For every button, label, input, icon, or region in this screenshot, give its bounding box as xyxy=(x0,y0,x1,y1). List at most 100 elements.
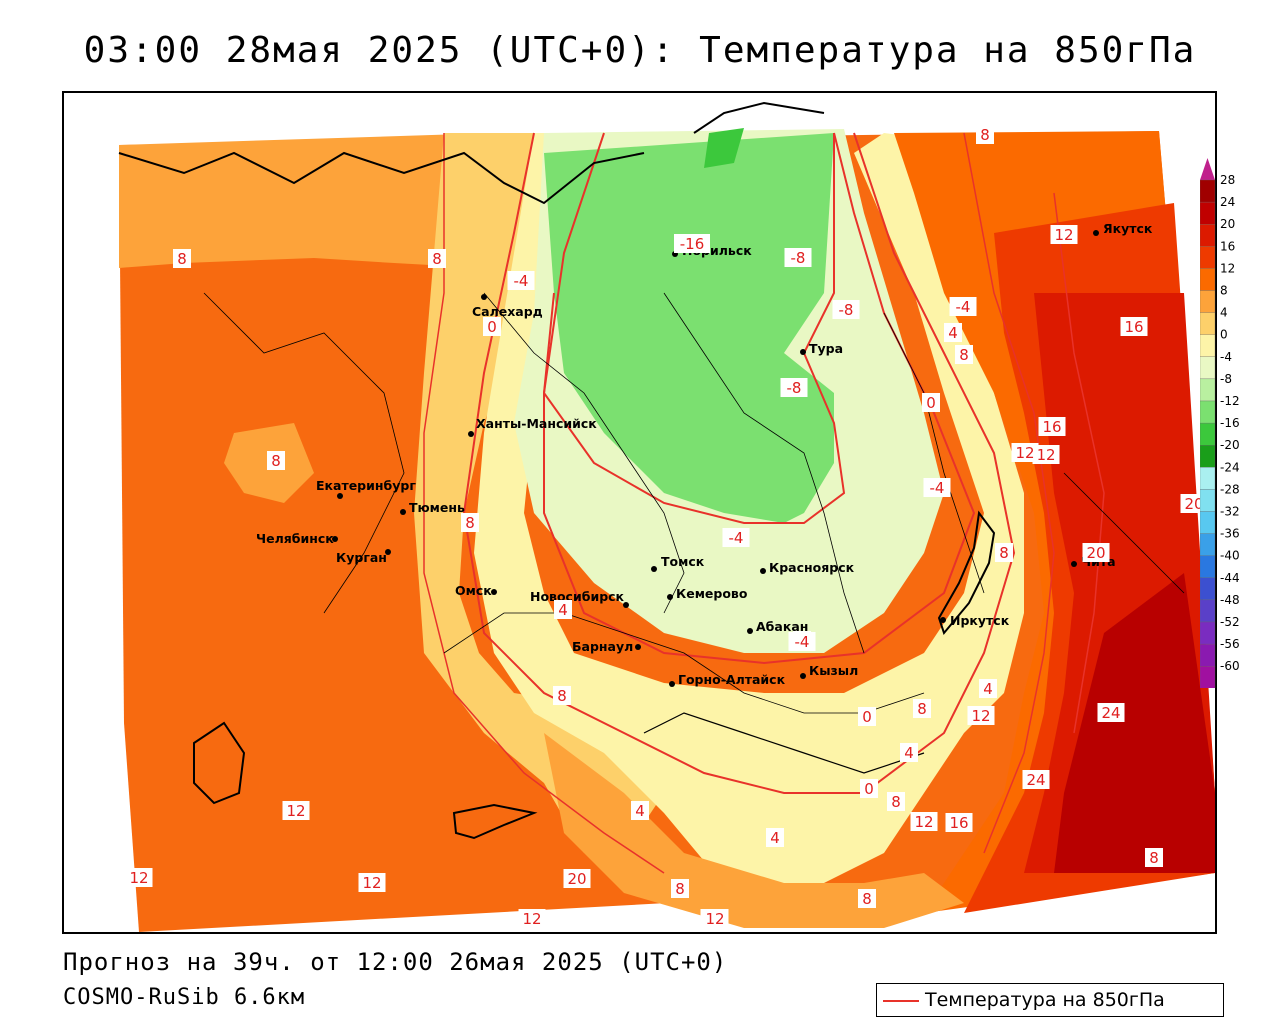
isotherm-label: 0 xyxy=(864,780,874,798)
isotherm-label-bg xyxy=(674,234,710,253)
colorbar-swatch xyxy=(1200,201,1216,225)
isotherm-label-bg xyxy=(507,271,535,290)
isotherm-label: 8 xyxy=(465,514,475,532)
isotherm-label: 12 xyxy=(1054,226,1073,244)
city-dot-tyumen xyxy=(400,509,406,515)
colorbar-tick-label: -24 xyxy=(1220,460,1240,474)
isotherm-label: 12 xyxy=(705,910,724,928)
legend-label: Температура на 850гПа xyxy=(925,989,1165,1011)
colorbar-swatch xyxy=(1200,577,1216,601)
isotherm-label: 8 xyxy=(1149,849,1159,867)
colorbar-swatch xyxy=(1200,290,1216,313)
isotherm-label-bg xyxy=(945,813,973,832)
coastline xyxy=(118,151,645,205)
colorbar-swatch xyxy=(1200,511,1216,534)
isotherm-label-bg xyxy=(766,828,784,847)
temperature-map[interactable]: Салехард Норильск Тура Якутск Ханты-Манс… xyxy=(62,91,1217,934)
isotherm-label: 4 xyxy=(904,744,914,762)
city-label-barnaul: Барнаул xyxy=(572,639,633,654)
colorbar-swatch xyxy=(1200,224,1216,247)
city-label-khanty: Ханты-Мансийск xyxy=(476,416,597,431)
isotherm-label: 0 xyxy=(926,394,936,412)
isotherm-label: 4 xyxy=(983,680,993,698)
city-dot-kurgan xyxy=(385,549,391,555)
colorbar-swatch xyxy=(1200,400,1216,424)
region-border xyxy=(483,292,685,614)
isotherm-label-bg xyxy=(1050,225,1078,244)
isotherm-label: 8 xyxy=(917,700,927,718)
isotherm-label: 12 xyxy=(362,874,381,892)
city-dot-gorno-altaysk xyxy=(669,681,675,687)
colorbar-swatch xyxy=(1200,422,1216,446)
city-dot-barnaul xyxy=(635,644,641,650)
colorbar-swatch xyxy=(1200,356,1216,380)
isotherm-label: 24 xyxy=(1101,704,1120,722)
isotherm-label: 12 xyxy=(286,802,305,820)
map-title: 03:00 28мая 2025 (UTC+0): Температура на… xyxy=(83,30,1197,71)
caspian-sea xyxy=(193,721,246,805)
colorbar-tick-label: 24 xyxy=(1220,195,1235,209)
isotherm-label: -4 xyxy=(930,479,945,497)
region-border xyxy=(643,712,925,774)
city-dot-kemerovo xyxy=(667,594,673,600)
isotherm-label-bg xyxy=(995,543,1013,562)
isotherm-line xyxy=(1053,192,1105,734)
region-border xyxy=(443,612,925,714)
isotherm-label: 8 xyxy=(675,880,685,898)
isotherm-label-bg xyxy=(554,600,572,619)
city-dot-tura xyxy=(800,349,806,355)
region-border xyxy=(883,312,985,594)
isotherm-label-bg xyxy=(913,699,931,718)
region-border xyxy=(203,292,405,614)
city-dot-salekhard xyxy=(481,294,487,300)
isotherm-label: 8 xyxy=(271,452,281,470)
colorbar-tick-label: -4 xyxy=(1220,350,1232,364)
isotherm-label-bg xyxy=(967,706,995,725)
zone-0-band xyxy=(474,133,1024,893)
region-border xyxy=(1063,472,1185,594)
isotherm-label: 8 xyxy=(432,250,442,268)
city-label-ekaterinburg: Екатеринбург xyxy=(316,478,416,493)
colorbar-tick-label: -60 xyxy=(1220,659,1240,673)
colorbar-tick-label: 28 xyxy=(1220,173,1235,187)
colorbar-swatch xyxy=(1200,246,1216,269)
city-dot-tomsk xyxy=(651,566,657,572)
isotherm-label: 12 xyxy=(1015,444,1034,462)
isotherm-label-bg xyxy=(671,879,689,898)
isotherm-label: 12 xyxy=(522,910,541,928)
colorbar-swatch xyxy=(1200,378,1216,402)
colorbar-tick-label: -20 xyxy=(1220,438,1240,452)
city-label-kemerovo: Кемерово xyxy=(676,586,748,601)
isotherm-line xyxy=(462,132,1016,794)
city-dot-khanty xyxy=(468,431,474,437)
zone-minus12 xyxy=(704,128,744,168)
isotherm-label: 16 xyxy=(1124,318,1143,336)
isotherm-label: 8 xyxy=(891,793,901,811)
isotherm-label-bg xyxy=(1082,543,1110,562)
city-label-chelyabinsk: Челябинск xyxy=(256,531,334,546)
isotherm-label: 12 xyxy=(914,813,933,831)
isotherm-label: 20 xyxy=(1086,544,1105,562)
isotherm-label-bg xyxy=(1022,770,1050,789)
colorbar-swatch xyxy=(1200,555,1216,578)
isotherm-label: 8 xyxy=(980,126,990,144)
city-label-salekhard: Салехард xyxy=(472,304,543,319)
isotherm-label: 0 xyxy=(487,318,497,336)
isotherm-label-bg xyxy=(923,478,951,497)
colorbar-swatch xyxy=(1200,489,1216,512)
isotherm-label: 16 xyxy=(949,814,968,832)
colorbar-swatch xyxy=(1200,268,1216,291)
colorbar-tick-label: -44 xyxy=(1220,571,1240,585)
city-dot-yakutsk xyxy=(1093,230,1099,236)
isotherm-label-bg xyxy=(722,528,750,547)
colorbar-top-arrow xyxy=(1200,158,1215,180)
isotherm-label: 20 xyxy=(567,870,586,888)
isotherm-line xyxy=(963,132,1055,854)
lake-balkhash xyxy=(452,803,538,840)
city-label-novosibirsk: Новосибирск xyxy=(530,589,625,604)
isotherm-label: 0 xyxy=(862,708,872,726)
isotherm-label-bg xyxy=(976,125,994,144)
isotherm-label: 16 xyxy=(1042,418,1061,436)
zone-4-west xyxy=(414,133,664,853)
